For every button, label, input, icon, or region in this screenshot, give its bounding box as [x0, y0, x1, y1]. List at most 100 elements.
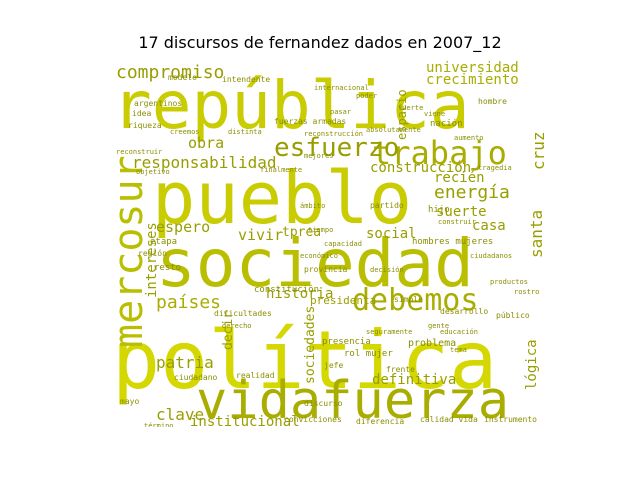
word-43: fuerzas armadas — [274, 117, 346, 126]
word-33: sociedades — [303, 306, 318, 384]
word-76: fuerte — [398, 104, 423, 112]
word-80: ciudadanos — [470, 252, 512, 260]
word-7: trabajo — [372, 134, 507, 172]
word-62: problema — [408, 338, 456, 349]
word-46: distinta — [228, 128, 262, 136]
word-45: absolutamente — [366, 126, 421, 134]
word-69: convicciones — [284, 415, 342, 424]
word-94: finalmente — [260, 166, 302, 174]
word-93: internacional — [314, 84, 369, 92]
word-63: rol mujer — [344, 349, 393, 359]
word-20: historia — [266, 286, 333, 302]
word-99: poder — [356, 92, 377, 100]
word-50: reconstruir — [116, 148, 162, 156]
chart-title: 17 discursos de fernandez dados en 2007_… — [138, 33, 502, 52]
word-26: obra — [188, 134, 224, 152]
word-35: espacio — [395, 89, 409, 140]
word-25: espero — [156, 218, 210, 236]
word-72: instrumento — [484, 415, 537, 424]
word-2: pueblo — [152, 156, 412, 240]
word-19: institucional — [190, 414, 300, 427]
word-73: mayo — [120, 397, 139, 406]
word-86: económico — [300, 252, 338, 260]
word-51: objetivo — [136, 168, 170, 176]
word-79: tragedia — [478, 164, 512, 172]
word-81: decisión — [370, 266, 404, 274]
word-57: dificultades — [214, 309, 272, 318]
word-37: tprea — [282, 225, 321, 240]
word-92: pasar — [330, 108, 351, 116]
word-95: construir — [438, 218, 476, 226]
word-17: clave — [156, 405, 204, 424]
word-59: simple — [394, 295, 423, 304]
word-70: diferencia — [356, 417, 404, 426]
word-34: decir — [221, 311, 236, 350]
word-30: cruz — [529, 131, 546, 170]
word-47: creemos — [170, 128, 200, 136]
word-88: seguramente — [366, 328, 412, 336]
word-6: mercosur — [106, 155, 152, 348]
word-15: crecimiento — [426, 72, 519, 88]
word-8: esfuerzo — [274, 133, 399, 163]
word-60: desarrollo — [440, 307, 488, 316]
word-23: social — [366, 226, 417, 242]
word-9: debemos — [352, 283, 478, 318]
word-61: público — [496, 311, 530, 320]
word-18: definitiva — [372, 372, 456, 388]
word-90: frente — [386, 365, 415, 374]
word-55: resto — [154, 263, 181, 273]
word-52: mejores — [304, 152, 334, 160]
word-41: modelo — [168, 73, 197, 82]
word-74: término — [144, 422, 174, 427]
word-83: educación — [440, 328, 478, 336]
word-31: intereses — [144, 222, 160, 298]
word-87: capacidad — [324, 240, 362, 248]
word-78: hombre — [478, 97, 507, 106]
word-84: tema — [450, 346, 467, 354]
word-49: idea — [132, 109, 151, 118]
word-85: provincia — [304, 265, 348, 274]
word-65: realidad — [236, 371, 275, 380]
word-91: tiempo — [308, 226, 333, 234]
word-48: riqueza — [128, 121, 162, 130]
word-77: viene — [424, 110, 445, 118]
word-22: casa — [472, 218, 506, 234]
word-29: santa — [527, 210, 546, 258]
word-16: patria — [156, 353, 214, 372]
word-38: hijo — [428, 205, 450, 215]
word-64: ciudadano — [174, 373, 218, 382]
word-53: etapa — [150, 237, 177, 247]
word-4: política — [112, 314, 497, 407]
word-56: constitución — [254, 284, 319, 295]
word-39: hombres mujeres — [412, 237, 493, 247]
word-3: sociedad — [156, 225, 474, 302]
word-75: nación — [430, 118, 463, 129]
word-11: energía — [434, 182, 510, 203]
word-21: suerte — [436, 204, 487, 220]
word-cloud: república pueblo sociedad política vidafuerz… — [104, 58, 546, 427]
word-24: vivir — [238, 226, 283, 244]
word-10: compromiso — [116, 62, 224, 83]
word-89: partido — [370, 201, 404, 210]
word-5: vidafuerza — [196, 371, 509, 427]
word-42: intendente — [222, 75, 270, 84]
word-97: rostro — [514, 288, 539, 296]
word-71: calidad vida — [420, 415, 478, 424]
word-13: países — [156, 292, 221, 313]
word-82: gente — [428, 322, 449, 330]
word-40: argentinos — [134, 99, 182, 108]
word-36: presidenta — [310, 294, 376, 307]
word-14: universidad — [426, 60, 519, 76]
word-27: recién — [434, 170, 485, 186]
word-96: productos — [490, 278, 528, 286]
word-12: responsabilidad — [132, 153, 277, 172]
word-100: ámbito — [300, 202, 325, 210]
word-28: construcción — [370, 160, 471, 176]
word-66: presencia — [322, 337, 371, 347]
word-67: jefe — [324, 361, 343, 370]
word-32: lógica — [524, 339, 540, 390]
word-1: república — [112, 67, 470, 144]
word-98: aumento — [454, 134, 484, 142]
word-54: región — [138, 248, 167, 258]
